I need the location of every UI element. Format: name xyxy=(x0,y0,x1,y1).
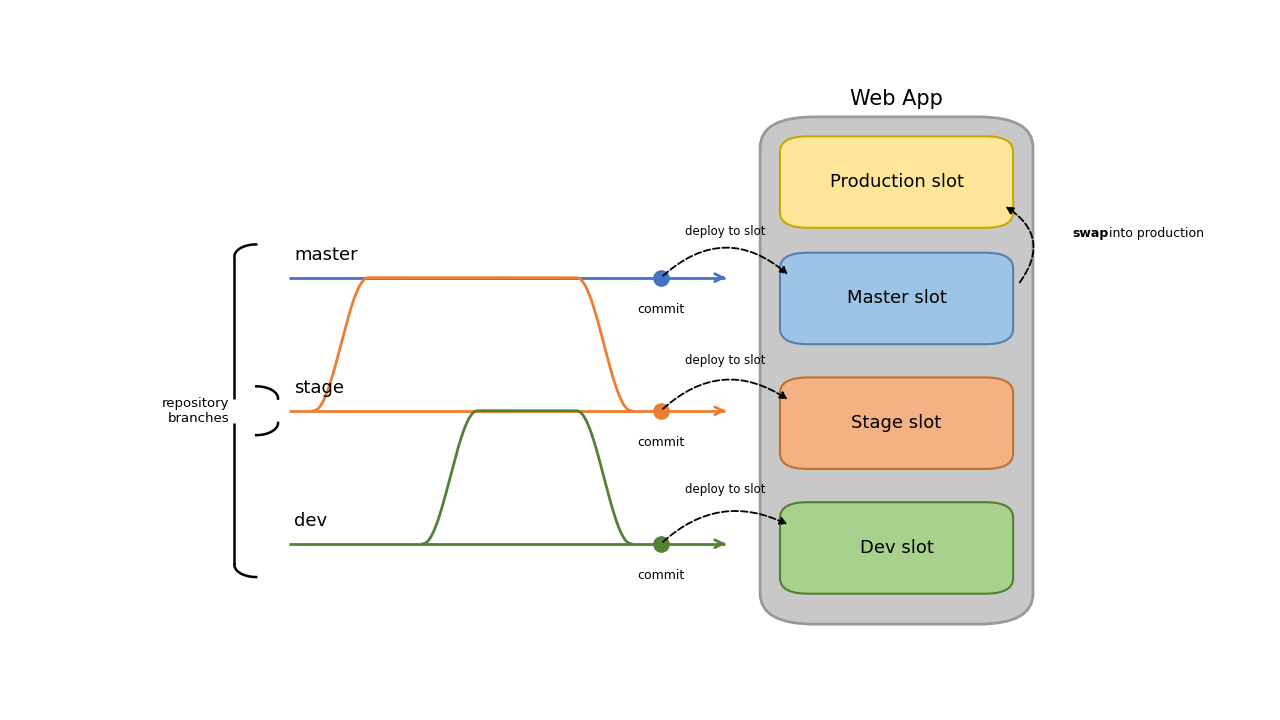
Text: stage: stage xyxy=(294,379,344,397)
FancyBboxPatch shape xyxy=(760,117,1033,624)
Text: commit: commit xyxy=(637,436,685,449)
Text: into production: into production xyxy=(1106,228,1204,240)
Text: master: master xyxy=(294,246,357,264)
FancyBboxPatch shape xyxy=(780,377,1014,469)
Text: Stage slot: Stage slot xyxy=(851,414,942,432)
Text: deploy to slot: deploy to slot xyxy=(685,354,765,367)
Text: commit: commit xyxy=(637,302,685,315)
Text: dev: dev xyxy=(294,512,328,530)
Text: deploy to slot: deploy to slot xyxy=(685,483,765,496)
Text: swap: swap xyxy=(1073,228,1108,240)
Text: commit: commit xyxy=(637,569,685,582)
Text: Master slot: Master slot xyxy=(846,289,946,307)
FancyBboxPatch shape xyxy=(780,503,1014,594)
Text: deploy to slot: deploy to slot xyxy=(685,225,765,238)
FancyBboxPatch shape xyxy=(780,136,1014,228)
FancyBboxPatch shape xyxy=(780,253,1014,344)
Text: Dev slot: Dev slot xyxy=(860,539,933,557)
Text: Web App: Web App xyxy=(850,89,943,109)
Text: repository
branches: repository branches xyxy=(163,397,229,425)
Text: Production slot: Production slot xyxy=(829,173,964,191)
